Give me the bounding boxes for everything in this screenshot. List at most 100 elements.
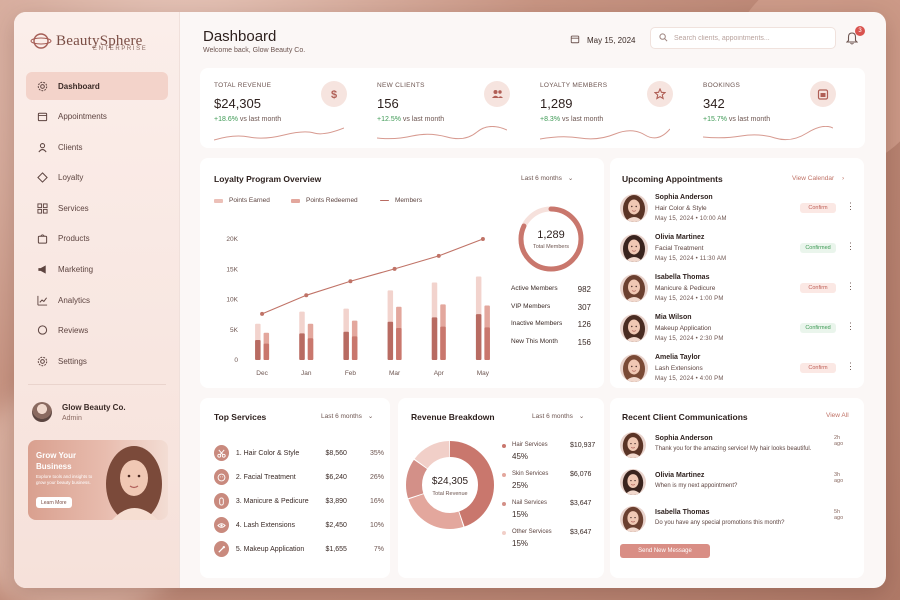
confirm-button[interactable]: Confirm: [800, 203, 836, 213]
bar-points-earned-dark: [343, 331, 349, 360]
revenue-period-select[interactable]: Last 6 months ⌄: [532, 412, 585, 421]
search-bar[interactable]: [650, 27, 836, 49]
sidebar-item-clients[interactable]: Clients: [26, 133, 168, 161]
sidebar-item-dashboard[interactable]: Dashboard: [26, 72, 168, 100]
sidebar-item-products[interactable]: Products: [26, 225, 168, 253]
kpi-card-revenue[interactable]: TOTAL REVENUE $24,305 +18.6% vs last mon…: [200, 68, 360, 148]
service-name: 4. Lash Extensions: [235, 521, 295, 529]
revenue-category: Other Services: [512, 529, 552, 535]
avatar: [620, 469, 646, 495]
legend-points-earned: Points Earned: [214, 197, 270, 204]
bar-points-redeemed-dark: [396, 328, 402, 360]
more-options-icon[interactable]: ⋮: [846, 361, 855, 371]
sidebar-item-analytics[interactable]: Analytics: [26, 286, 168, 314]
more-options-icon[interactable]: ⋮: [846, 201, 855, 211]
y-tick-label: 5K: [230, 327, 239, 334]
kpi-card-loyalty[interactable]: LOYALTY MEMBERS 1,289 +8.3% vs last mont…: [526, 68, 686, 148]
bar-points-earned-dark: [299, 333, 305, 360]
appointments-card: [610, 158, 864, 388]
bar-points-redeemed-dark: [307, 338, 314, 360]
chat-icon: [36, 325, 48, 337]
search-input[interactable]: [674, 34, 824, 42]
appointment-row[interactable]: Olivia Martinez Facial Treatment May 15, 2…: [620, 232, 855, 268]
service-row[interactable]: 4. Lash Extensions $2,450 10%: [214, 514, 384, 536]
brush-icon: [214, 541, 229, 557]
star-icon: [647, 81, 673, 107]
chevron-down-icon: ⌄: [367, 413, 374, 420]
ring-value: 1,289: [537, 229, 565, 241]
appointment-row[interactable]: Isabella Thomas Manicure & Pedicure May 15…: [620, 272, 855, 308]
avatar: [620, 314, 648, 342]
client-name: Sophia Anderson: [655, 194, 713, 201]
page-subtitle: Welcome back, Glow Beauty Co.: [203, 47, 306, 54]
more-options-icon[interactable]: ⋮: [846, 321, 855, 331]
stat-active-members: Active Members 982: [511, 285, 591, 294]
message-time: 5h ago: [834, 509, 844, 521]
sidebar-item-marketing[interactable]: Marketing: [26, 256, 168, 284]
revenue-percent: 15%: [512, 510, 529, 519]
service-row[interactable]: 1. Hair Color & Style $8,560 35%: [214, 442, 384, 464]
sidebar-item-loyalty[interactable]: Loyalty: [26, 164, 168, 192]
revenue-percent: 15%: [512, 539, 529, 548]
loyalty-period-select[interactable]: Last 6 months ⌄: [521, 174, 574, 183]
sidebar-item-label: Appointments: [58, 112, 107, 122]
sidebar-item-settings[interactable]: Settings: [26, 347, 168, 375]
donut-slice: [406, 441, 494, 529]
user-profile[interactable]: Glow Beauty Co. Admin: [32, 402, 126, 422]
legend-dot: [502, 444, 506, 448]
avatar: [620, 234, 648, 262]
confirm-button[interactable]: Confirm: [800, 363, 836, 373]
view-all-link[interactable]: View All: [826, 412, 849, 419]
service-row[interactable]: 2. Facial Treatment $6,240 26%: [214, 466, 384, 488]
appointment-time: May 15, 2024 • 4:00 PM: [655, 376, 724, 382]
sidebar-item-label: Settings: [58, 356, 87, 366]
promo-woman-image: [106, 446, 162, 520]
appointment-row[interactable]: Amelia Taylor Lash Extensions May 15, 2024…: [620, 352, 855, 388]
services-period-select[interactable]: Last 6 months ⌄: [321, 412, 374, 421]
ring-progress: [518, 206, 584, 272]
sidebar-item-reviews[interactable]: Reviews: [26, 317, 168, 345]
user-icon: [36, 141, 48, 153]
message-preview: Do you have any special promotions this …: [655, 520, 785, 526]
message-row[interactable]: Olivia Martinez When is my next appointme…: [620, 469, 850, 501]
profile-role: Admin: [62, 414, 82, 422]
service-row[interactable]: 3. Manicure & Pedicure $3,890 16%: [214, 490, 384, 512]
appointment-time: May 15, 2024 • 10:00 AM: [655, 216, 727, 222]
bar-points-redeemed-dark: [351, 336, 358, 360]
kpi-card-new-clients[interactable]: NEW CLIENTS 156 +12.5% vs last month: [363, 68, 523, 148]
sidebar-item-label: Clients: [58, 142, 83, 152]
brand[interactable]: BeautySphere: [30, 30, 143, 52]
learn-more-button[interactable]: Learn More: [36, 497, 72, 508]
send-new-message-button[interactable]: Send New Message: [620, 544, 710, 558]
x-tick-label: Apr: [434, 370, 445, 377]
kpi-delta: +12.5% vs last month: [377, 116, 445, 123]
service-percent: 35%: [369, 449, 384, 457]
stat-inactive-members: Inactive Members 126: [511, 320, 591, 329]
service-row[interactable]: 5. Makeup Application $1,655 7%: [214, 538, 384, 560]
more-options-icon[interactable]: ⋮: [846, 241, 855, 251]
kpi-label: BOOKINGS: [703, 82, 741, 89]
message-row[interactable]: Isabella Thomas Do you have any special p…: [620, 506, 850, 538]
legend-points-redeemed: Points Redeemed: [291, 197, 358, 204]
service-revenue: $2,450: [325, 521, 347, 529]
sidebar-item-appointments[interactable]: Appointments: [26, 103, 168, 131]
sidebar-item-label: Reviews: [58, 326, 89, 336]
appointment-row[interactable]: Sophia Anderson Hair Color & Style May 15,…: [620, 192, 855, 228]
top-services-title: Top Services: [214, 412, 267, 422]
service-name: Facial Treatment: [655, 245, 704, 252]
kpi-card-bookings[interactable]: BOOKINGS 342 +15.7% vs last month: [689, 68, 849, 148]
message-row[interactable]: Sophia Anderson Thank you for the amazing…: [620, 432, 850, 464]
bell-icon[interactable]: [845, 32, 860, 46]
more-options-icon[interactable]: ⋮: [846, 281, 855, 291]
sidebar-item-services[interactable]: Services: [26, 194, 168, 222]
revenue-category: Nail Services: [512, 500, 548, 506]
view-calendar-link[interactable]: View Calendar ›: [792, 175, 845, 182]
users-icon: [484, 81, 510, 107]
gear-icon: [36, 80, 48, 92]
promo-title: Grow Your Business: [36, 451, 77, 471]
client-name: Isabella Thomas: [655, 509, 710, 516]
appointment-row[interactable]: Mia Wilson Makeup Application May 15, 2024…: [620, 312, 855, 348]
date-display[interactable]: May 15, 2024: [570, 34, 635, 46]
confirm-button[interactable]: Confirm: [800, 283, 836, 293]
y-tick-label: 0: [234, 357, 238, 364]
